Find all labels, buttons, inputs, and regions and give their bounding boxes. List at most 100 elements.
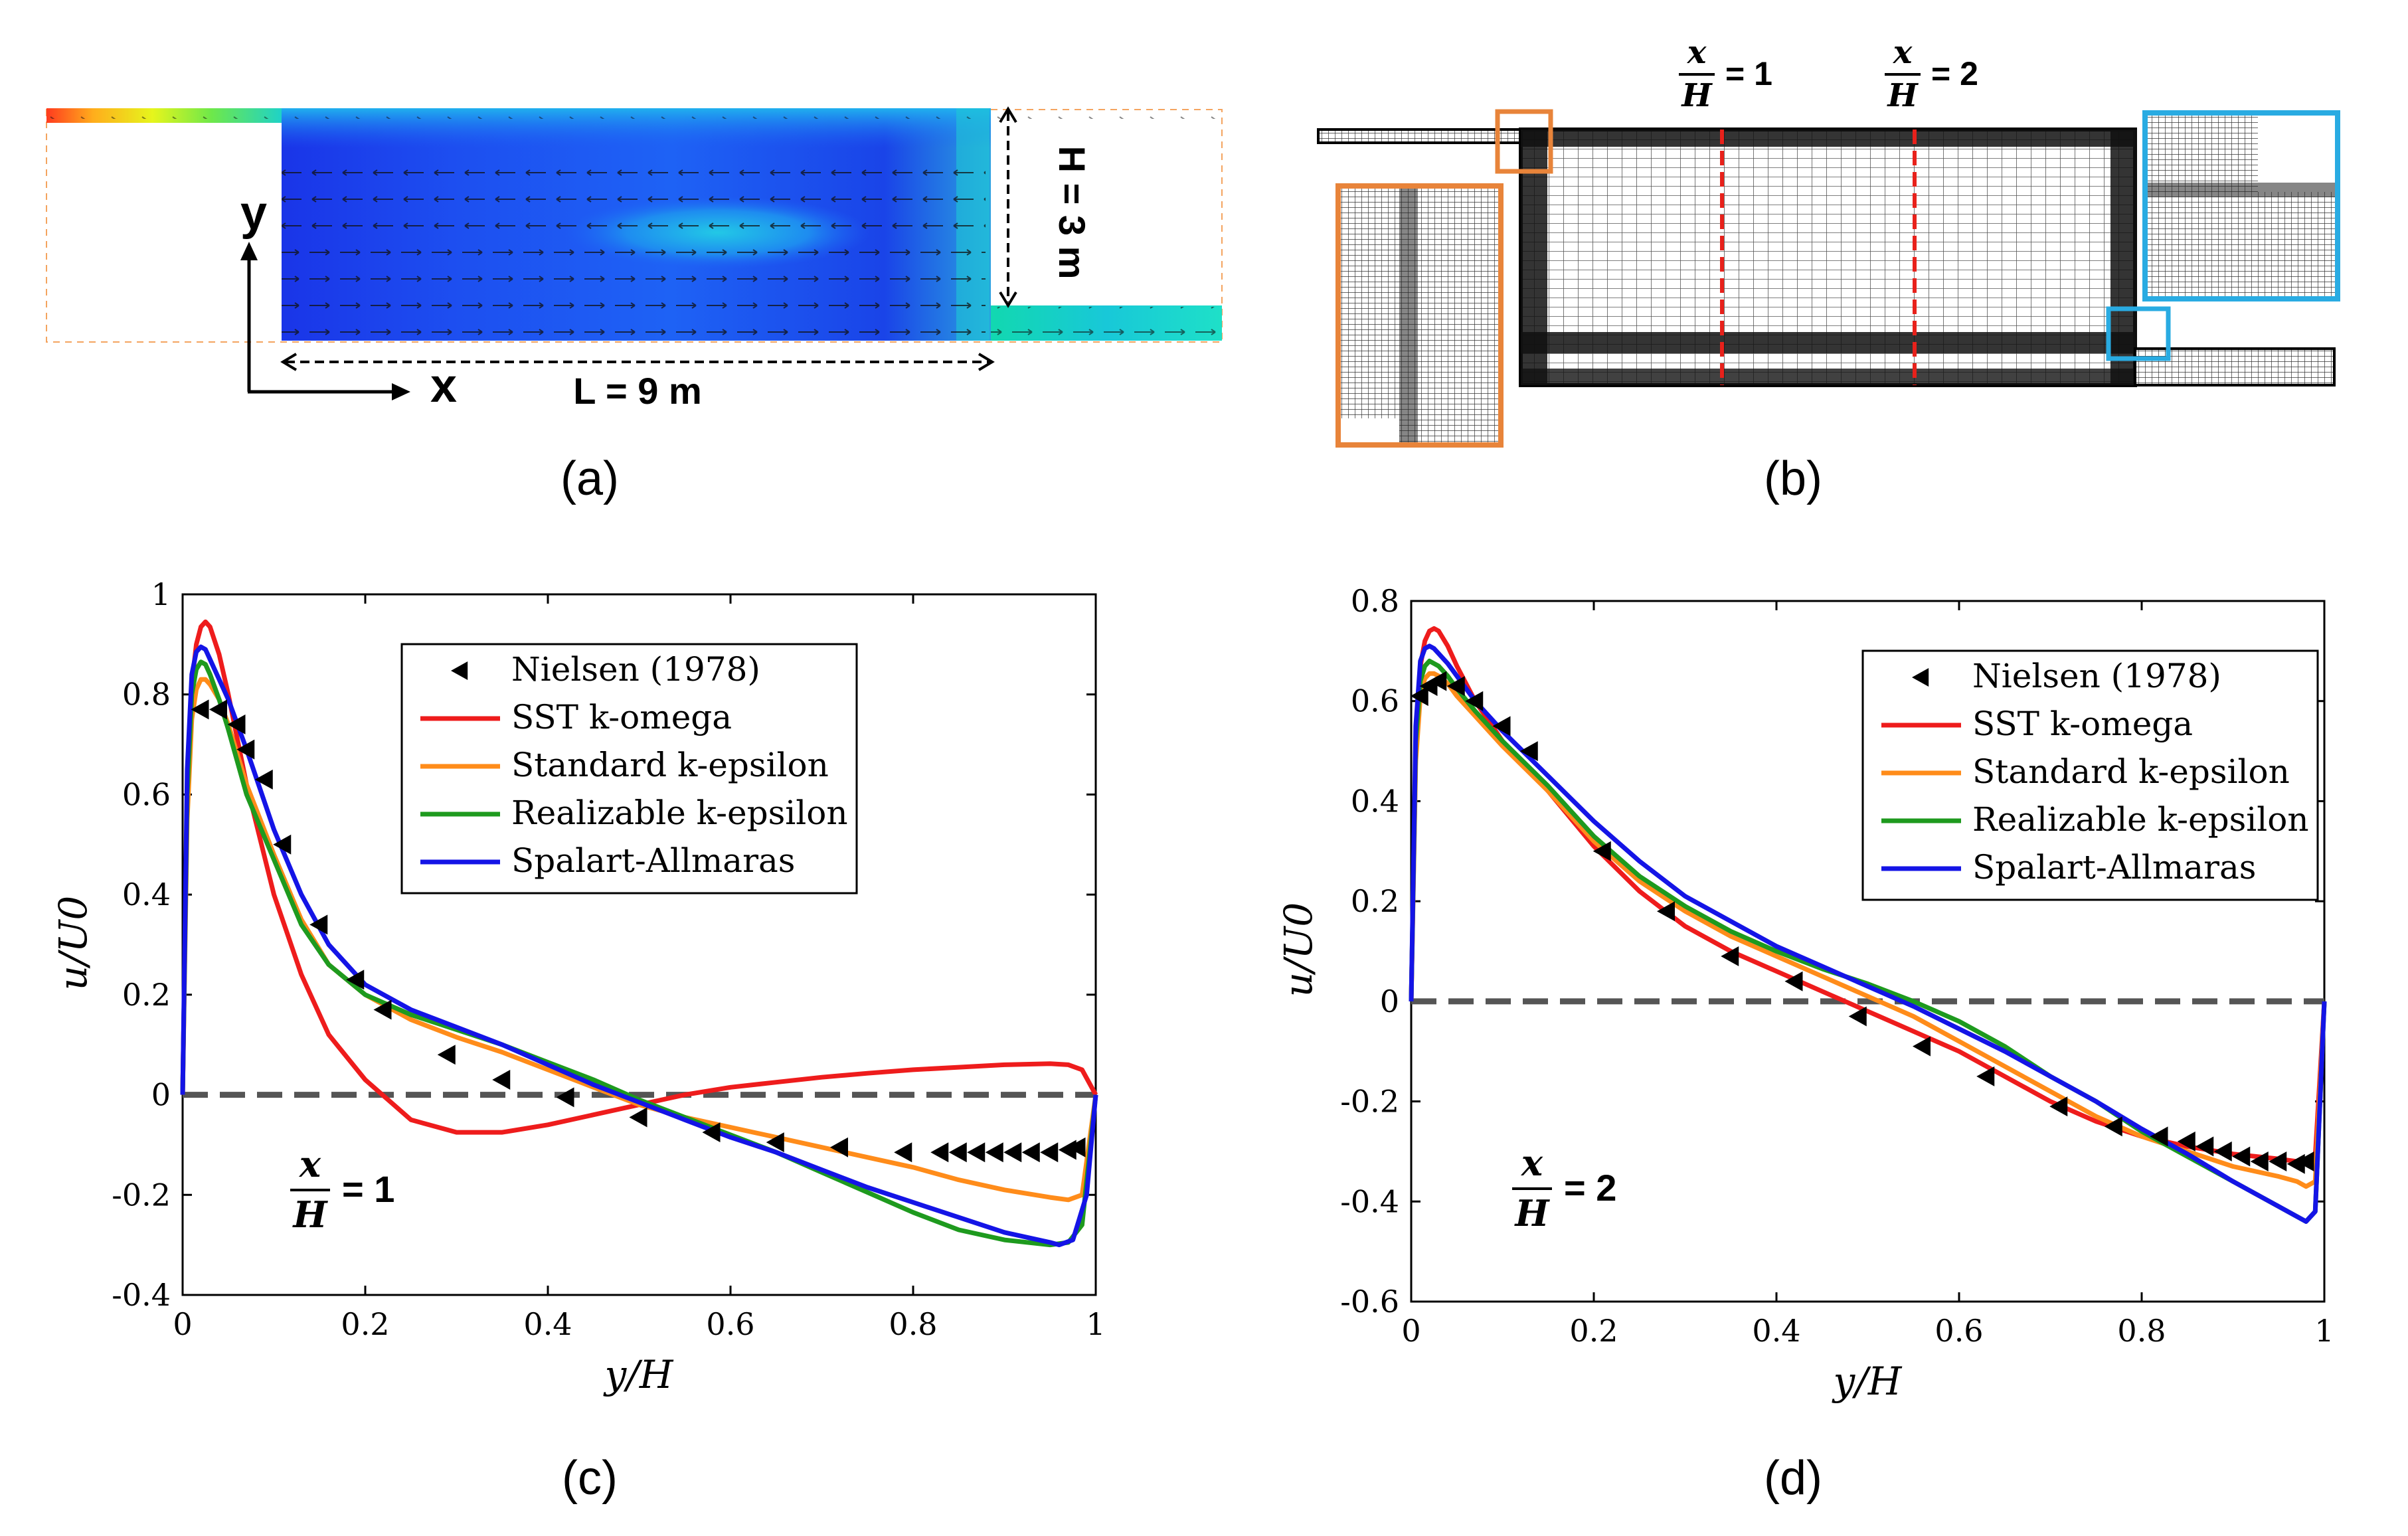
y-tick-label: 0.6 xyxy=(1351,683,1399,719)
nielsen-point xyxy=(2286,1153,2305,1174)
section-2-numerator: x xyxy=(1893,34,1913,71)
y-tick-label: 0.2 xyxy=(1351,883,1399,919)
zoom-inset-cyan-refine xyxy=(2148,183,2335,197)
panel-b: x H = 1 x H = 2 (b) xyxy=(1317,34,2340,505)
series-spalart-allmaras xyxy=(180,644,1098,1248)
x-tick-label: 1 xyxy=(1086,1306,1105,1342)
x-tick-label: 0.8 xyxy=(889,1306,937,1342)
y-tick-label: -0.2 xyxy=(1340,1084,1399,1120)
chart-d-annot-num: x xyxy=(1521,1142,1543,1184)
nielsen-point xyxy=(191,699,209,720)
nielsen-point xyxy=(556,1087,574,1108)
nielsen-point xyxy=(967,1142,986,1163)
length-label: L = 9 m xyxy=(573,370,702,412)
chart-d-experiment xyxy=(1410,671,2314,1174)
x-tick-label: 0.2 xyxy=(1569,1313,1618,1349)
nielsen-point xyxy=(702,1122,721,1143)
chart-d-ylabel: u/U0 xyxy=(1276,902,1321,997)
nielsen-point xyxy=(1721,946,1739,967)
nielsen-point xyxy=(227,714,246,734)
x-arrow-head xyxy=(392,383,410,400)
chart-c-legend-nielsen: Nielsen (1978) xyxy=(511,650,760,689)
x-tick-label: 0 xyxy=(1401,1313,1420,1349)
outlet-vectors xyxy=(991,307,1222,339)
zoom-box-cyan-small xyxy=(2106,306,2171,361)
y-tick-label: 0.8 xyxy=(122,677,171,713)
nielsen-point xyxy=(1003,1142,1022,1163)
nielsen-point xyxy=(437,1045,456,1065)
y-tick-label: 0 xyxy=(151,1077,171,1113)
x-tick-label: 1 xyxy=(2314,1313,2334,1349)
nielsen-point xyxy=(766,1132,784,1153)
nielsen-point xyxy=(346,970,365,990)
nielsen-point xyxy=(2213,1141,2232,1161)
y-tick-label: -0.4 xyxy=(1340,1183,1399,1219)
panel-a-label: (a) xyxy=(560,452,619,505)
nielsen-point xyxy=(985,1142,1003,1163)
nielsen-point xyxy=(1913,1036,1931,1057)
nielsen-point xyxy=(1657,901,1675,922)
chart-c-x-ticks: 0 0.2 0.4 0.6 0.8 1 xyxy=(173,594,1106,1342)
inlet-vectors xyxy=(46,110,1222,119)
chart-d-legend-std: Standard k-epsilon xyxy=(1972,752,2290,791)
height-label: H = 3 m xyxy=(1051,146,1093,280)
nielsen-point xyxy=(2195,1136,2214,1157)
panel-b-label: (b) xyxy=(1764,452,1822,505)
nielsen-point xyxy=(2104,1116,2122,1137)
x-tick-label: 0.8 xyxy=(2117,1313,2166,1349)
y-tick-label: 0.2 xyxy=(122,977,171,1013)
chart-d-legend-sa: Spalart-Allmaras xyxy=(1972,848,2256,887)
chart-c-annot-den: H xyxy=(292,1193,328,1236)
nielsen-point xyxy=(492,1069,511,1090)
x-tick-label: 0.4 xyxy=(1752,1313,1800,1349)
mesh-refine-jet xyxy=(1521,332,2135,353)
chart-c-legend-sa: Spalart-Allmaras xyxy=(511,841,795,880)
nielsen-point xyxy=(2049,1096,2068,1117)
x-tick-label: 0.2 xyxy=(341,1306,389,1342)
chart-c-annot-num: x xyxy=(299,1143,321,1185)
chart-d-y-ticks: -0.6 -0.4 -0.2 0 0.2 0.4 0.6 0.8 xyxy=(1340,583,2324,1320)
nielsen-point xyxy=(1040,1142,1059,1163)
velocity-vectors-lower xyxy=(282,239,986,339)
zoom-inset-orange-refine xyxy=(1399,189,1418,442)
nielsen-point xyxy=(1784,971,1803,991)
section-2-equals: = 2 xyxy=(1931,55,1978,92)
mesh-refine-top xyxy=(1521,129,2135,147)
height-arrow-top xyxy=(999,106,1017,124)
y-tick-label: 1 xyxy=(151,576,171,612)
chart-d: -0.6 -0.4 -0.2 0 0.2 0.4 0.6 0.8 0 0.2 0.4 0.6 0.8 1… xyxy=(1276,583,2334,1505)
x-tick-label: 0.6 xyxy=(706,1306,754,1342)
zoom-inset-orange xyxy=(1335,183,1504,448)
nielsen-point xyxy=(2269,1152,2287,1171)
y-axis-label: y xyxy=(240,187,267,240)
nielsen-point xyxy=(1465,691,1484,711)
x-axis-label: x xyxy=(430,359,457,412)
series-sst-k-omega xyxy=(180,619,1098,1135)
nielsen-point xyxy=(309,914,328,935)
y-tick-label: -0.4 xyxy=(112,1277,171,1313)
chart-c-y-ticks: -0.4 -0.2 0 0.2 0.4 0.6 0.8 1 xyxy=(112,576,1096,1313)
chart-d-legend: Nielsen (1978) SST k-omega Standard k-ep… xyxy=(1861,649,2319,901)
chart-d-legend-sst: SST k-omega xyxy=(1972,705,2193,743)
nielsen-point xyxy=(1410,686,1428,707)
nielsen-point xyxy=(1592,841,1611,861)
nielsen-point xyxy=(830,1137,848,1157)
y-tick-label: -0.2 xyxy=(112,1177,171,1213)
nielsen-point xyxy=(236,739,255,760)
chart-c-legend-std: Standard k-epsilon xyxy=(511,746,829,784)
y-arrow-head xyxy=(240,242,258,260)
nielsen-point xyxy=(209,699,227,720)
length-arrow-right xyxy=(978,353,995,371)
x-tick-label: 0 xyxy=(173,1306,192,1342)
section-1-equals: = 1 xyxy=(1725,55,1772,92)
series-spalart-allmaras xyxy=(1409,643,2327,1224)
y-tick-label: 0 xyxy=(1380,983,1399,1019)
nielsen-point xyxy=(1058,1140,1076,1160)
section-2-denominator: H xyxy=(1886,77,1919,114)
nielsen-point xyxy=(1519,741,1538,762)
nielsen-point xyxy=(2150,1126,2168,1147)
nielsen-point xyxy=(2177,1131,2195,1152)
panel-c-label: (c) xyxy=(562,1452,618,1505)
chart-c-legend-marker xyxy=(451,661,468,680)
